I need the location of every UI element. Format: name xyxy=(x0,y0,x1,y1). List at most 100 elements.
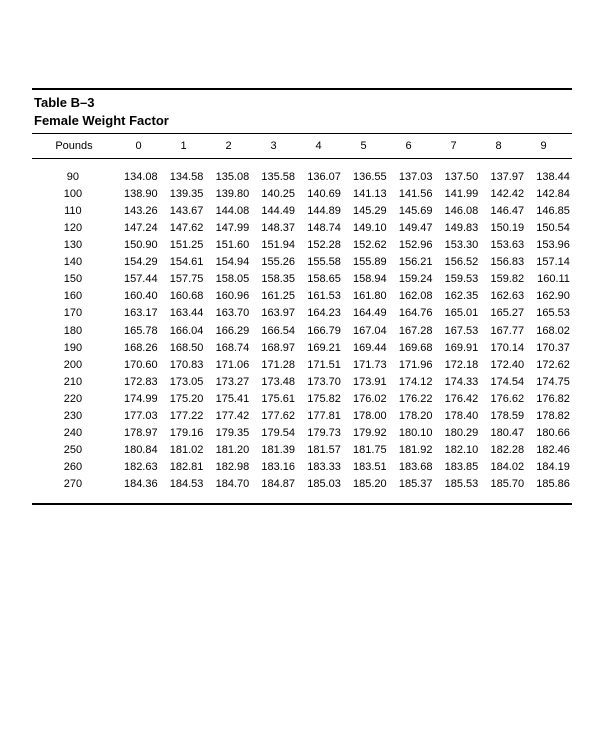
cell: 144.89 xyxy=(297,203,343,220)
cell: 148.37 xyxy=(251,220,297,237)
cell: 181.02 xyxy=(160,442,206,459)
row-label: 140 xyxy=(32,254,114,271)
table-row: 270184.36184.53184.70184.87185.03185.201… xyxy=(32,476,572,493)
cell: 152.62 xyxy=(343,237,389,254)
cell: 180.29 xyxy=(434,425,480,442)
cell: 144.49 xyxy=(251,203,297,220)
cell: 160.11 xyxy=(526,271,572,288)
cell: 161.53 xyxy=(297,288,343,305)
row-label: 160 xyxy=(32,288,114,305)
cell: 170.60 xyxy=(114,357,160,374)
row-label: 90 xyxy=(32,169,114,186)
cell: 147.62 xyxy=(160,220,206,237)
cell: 162.90 xyxy=(526,288,572,305)
cell: 168.74 xyxy=(205,340,251,357)
cell: 158.05 xyxy=(205,271,251,288)
cell: 179.73 xyxy=(297,425,343,442)
cell: 160.40 xyxy=(114,288,160,305)
cell: 185.70 xyxy=(480,476,526,493)
cell: 172.40 xyxy=(480,357,526,374)
cell: 172.62 xyxy=(526,357,572,374)
header-digit-6: 6 xyxy=(386,140,431,152)
cell: 181.75 xyxy=(343,442,389,459)
cell: 173.91 xyxy=(343,374,389,391)
cell: 140.25 xyxy=(251,186,297,203)
cell: 138.44 xyxy=(526,169,572,186)
table-row: 110143.26143.67144.08144.49144.89145.291… xyxy=(32,203,572,220)
cell: 163.70 xyxy=(205,305,251,322)
cell: 141.99 xyxy=(434,186,480,203)
cell: 151.94 xyxy=(251,237,297,254)
table-row: 150157.44157.75158.05158.35158.65158.941… xyxy=(32,271,572,288)
cell: 181.20 xyxy=(205,442,251,459)
cell: 184.02 xyxy=(480,459,526,476)
cell: 151.25 xyxy=(160,237,206,254)
cell: 174.54 xyxy=(480,374,526,391)
cell: 141.56 xyxy=(389,186,435,203)
cell: 183.85 xyxy=(434,459,480,476)
cell: 173.05 xyxy=(160,374,206,391)
cell: 162.35 xyxy=(434,288,480,305)
cell: 170.14 xyxy=(480,340,526,357)
table-row: 170163.17163.44163.70163.97164.23164.491… xyxy=(32,305,572,322)
cell: 169.21 xyxy=(297,340,343,357)
cell: 177.22 xyxy=(160,408,206,425)
cell: 158.65 xyxy=(297,271,343,288)
table-title: Female Weight Factor xyxy=(34,112,570,130)
cell: 163.44 xyxy=(160,305,206,322)
table-row: 190168.26168.50168.74168.97169.21169.441… xyxy=(32,340,572,357)
cell: 175.41 xyxy=(205,391,251,408)
cell: 164.76 xyxy=(389,305,435,322)
cell: 176.42 xyxy=(434,391,480,408)
cell: 177.42 xyxy=(205,408,251,425)
cell: 180.10 xyxy=(389,425,435,442)
cell: 174.99 xyxy=(114,391,160,408)
cell: 185.86 xyxy=(526,476,572,493)
cell: 163.97 xyxy=(251,305,297,322)
cell: 181.39 xyxy=(251,442,297,459)
cell: 134.08 xyxy=(114,169,160,186)
cell: 134.58 xyxy=(160,169,206,186)
cell: 183.68 xyxy=(389,459,435,476)
cell: 175.82 xyxy=(297,391,343,408)
cell: 161.25 xyxy=(251,288,297,305)
cell: 150.19 xyxy=(480,220,526,237)
table-row: 250180.84181.02181.20181.39181.57181.751… xyxy=(32,442,572,459)
cell: 179.16 xyxy=(160,425,206,442)
cell: 148.74 xyxy=(297,220,343,237)
cell: 175.20 xyxy=(160,391,206,408)
table-row: 200170.60170.83171.06171.28171.51171.731… xyxy=(32,357,572,374)
header-digit-1: 1 xyxy=(161,140,206,152)
cell: 174.12 xyxy=(389,374,435,391)
row-label: 180 xyxy=(32,323,114,340)
cell: 167.28 xyxy=(389,323,435,340)
cell: 142.42 xyxy=(480,186,526,203)
cell: 158.94 xyxy=(343,271,389,288)
cell: 171.96 xyxy=(389,357,435,374)
cell: 185.03 xyxy=(297,476,343,493)
row-label: 240 xyxy=(32,425,114,442)
cell: 172.83 xyxy=(114,374,160,391)
cell: 177.62 xyxy=(251,408,297,425)
cell: 182.28 xyxy=(480,442,526,459)
table-row: 160160.40160.68160.96161.25161.53161.801… xyxy=(32,288,572,305)
cell: 165.01 xyxy=(434,305,480,322)
header-digit-2: 2 xyxy=(206,140,251,152)
table-title-block: Table B–3 Female Weight Factor xyxy=(32,90,572,131)
cell: 184.36 xyxy=(114,476,160,493)
cell: 146.85 xyxy=(526,203,572,220)
cell: 176.82 xyxy=(526,391,572,408)
table-row: 90134.08134.58135.08135.58136.07136.5513… xyxy=(32,169,572,186)
cell: 154.29 xyxy=(114,254,160,271)
bottom-rule xyxy=(32,503,572,505)
cell: 149.10 xyxy=(343,220,389,237)
cell: 157.44 xyxy=(114,271,160,288)
cell: 166.29 xyxy=(205,323,251,340)
cell: 166.54 xyxy=(251,323,297,340)
cell: 136.07 xyxy=(297,169,343,186)
cell: 173.48 xyxy=(251,374,297,391)
cell: 139.35 xyxy=(160,186,206,203)
table-row: 130150.90151.25151.60151.94152.28152.621… xyxy=(32,237,572,254)
cell: 182.81 xyxy=(160,459,206,476)
header-digit-5: 5 xyxy=(341,140,386,152)
